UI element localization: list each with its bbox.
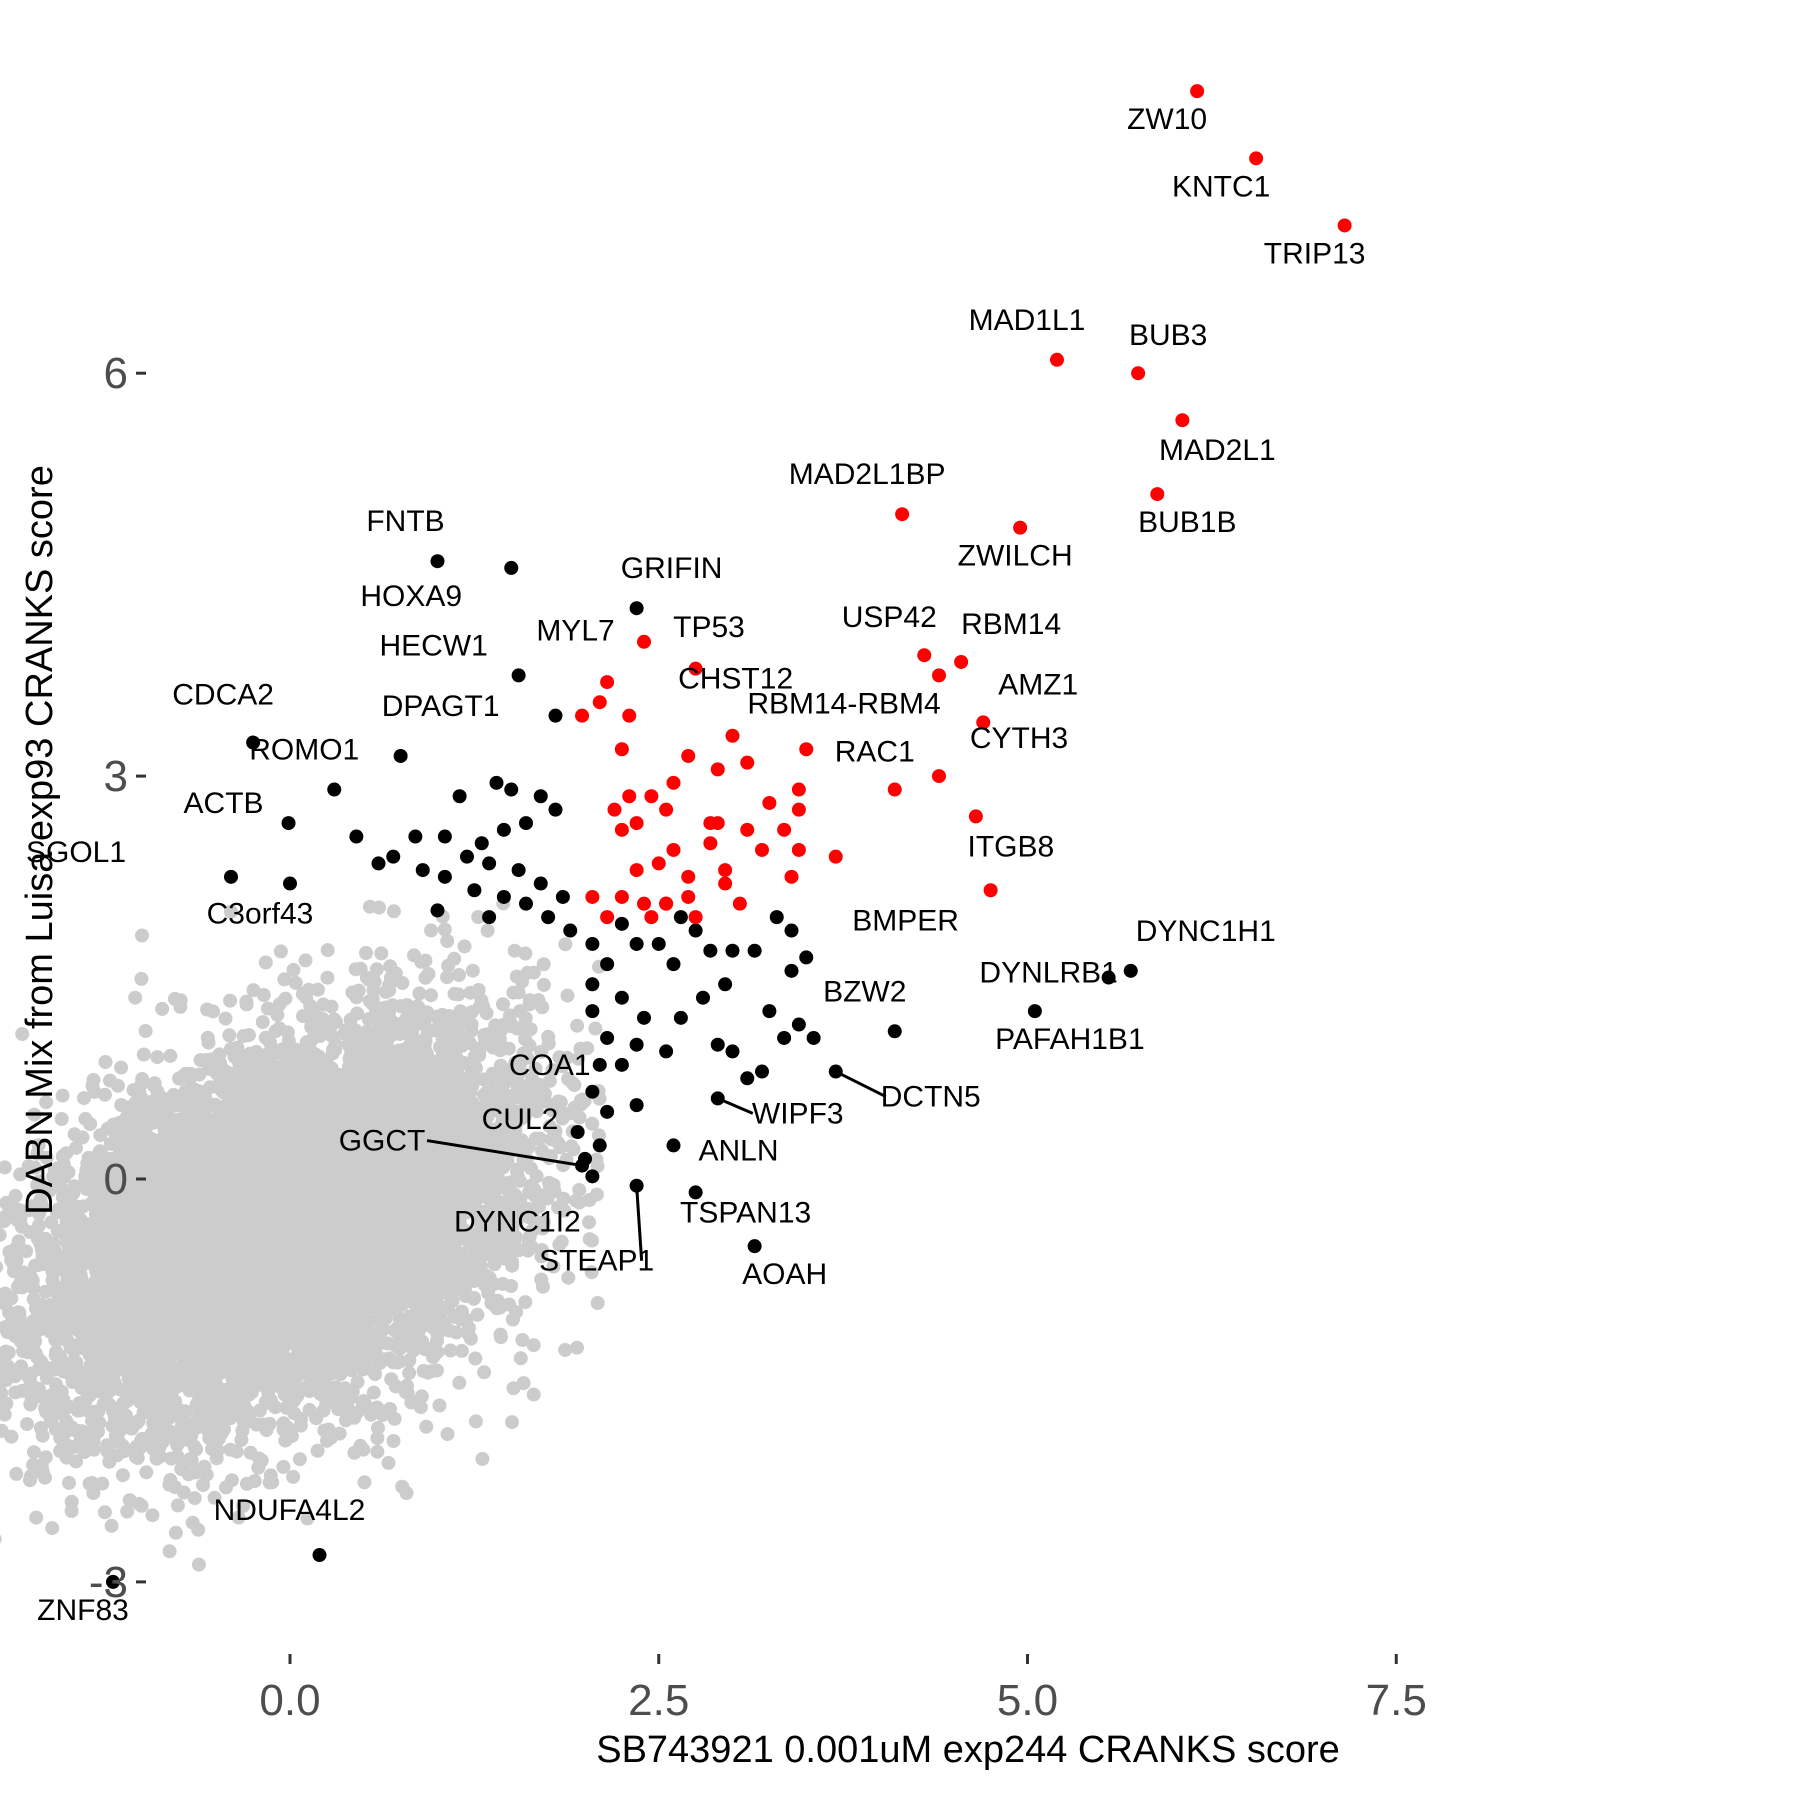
- background-point: [441, 1427, 455, 1441]
- background-point: [68, 1127, 82, 1141]
- background-point: [256, 1015, 270, 1029]
- background-point: [518, 947, 532, 961]
- background-point: [39, 1450, 53, 1464]
- background-point: [547, 1178, 561, 1192]
- background-point: [352, 984, 366, 998]
- background-point: [256, 1418, 270, 1432]
- background-point: [402, 1366, 416, 1380]
- background-point: [383, 959, 397, 973]
- background-point: [116, 1468, 130, 1482]
- background-point: [527, 1388, 541, 1402]
- background-point: [137, 1048, 151, 1062]
- background-point: [206, 1004, 220, 1018]
- background-point: [469, 1414, 483, 1428]
- background-point: [395, 976, 409, 990]
- background-point: [0, 1260, 3, 1274]
- background-point: [433, 1399, 447, 1413]
- background-point: [29, 1511, 43, 1525]
- background-point: [488, 1257, 502, 1271]
- background-point: [65, 1495, 79, 1509]
- background-point: [222, 1028, 236, 1042]
- background-point: [302, 983, 316, 997]
- background-point: [150, 1050, 164, 1064]
- background-point: [359, 946, 373, 960]
- background-point: [105, 1519, 119, 1533]
- background-point: [62, 1476, 76, 1490]
- background-point: [440, 970, 454, 984]
- background-point: [95, 1477, 109, 1491]
- background-point: [475, 1452, 489, 1466]
- background-point: [259, 956, 273, 970]
- background-point: [438, 923, 452, 937]
- background-point: [535, 1000, 549, 1014]
- background-point: [171, 1498, 185, 1512]
- background-point: [286, 1470, 300, 1484]
- background-point: [293, 1452, 307, 1466]
- background-point: [163, 1049, 177, 1063]
- background-point: [139, 1024, 153, 1038]
- background-point: [458, 939, 472, 953]
- background-point: [139, 1465, 153, 1479]
- background-point: [472, 1048, 486, 1062]
- background-point: [276, 1460, 290, 1474]
- background-point: [452, 968, 466, 982]
- background-point: [257, 988, 271, 1002]
- background-point: [320, 971, 334, 985]
- background-point: [517, 1376, 531, 1390]
- background-point: [553, 1140, 567, 1154]
- background-point: [382, 1456, 396, 1470]
- background-point: [541, 1030, 555, 1044]
- background-point: [14, 1359, 28, 1373]
- background-point: [558, 1343, 572, 1357]
- background-point: [591, 1296, 605, 1310]
- background-point: [452, 1376, 466, 1390]
- background-point: [481, 924, 495, 938]
- background-point: [0, 1532, 2, 1546]
- background-point: [123, 1493, 137, 1507]
- background-point: [358, 1475, 372, 1489]
- background-point: [494, 1328, 508, 1342]
- background-point: [590, 1188, 604, 1202]
- background-point: [570, 1019, 584, 1033]
- background-point: [370, 1431, 384, 1445]
- background-point: [387, 1434, 401, 1448]
- background-point: [321, 943, 335, 957]
- background-point: [83, 1477, 97, 1491]
- background-point: [582, 1215, 596, 1229]
